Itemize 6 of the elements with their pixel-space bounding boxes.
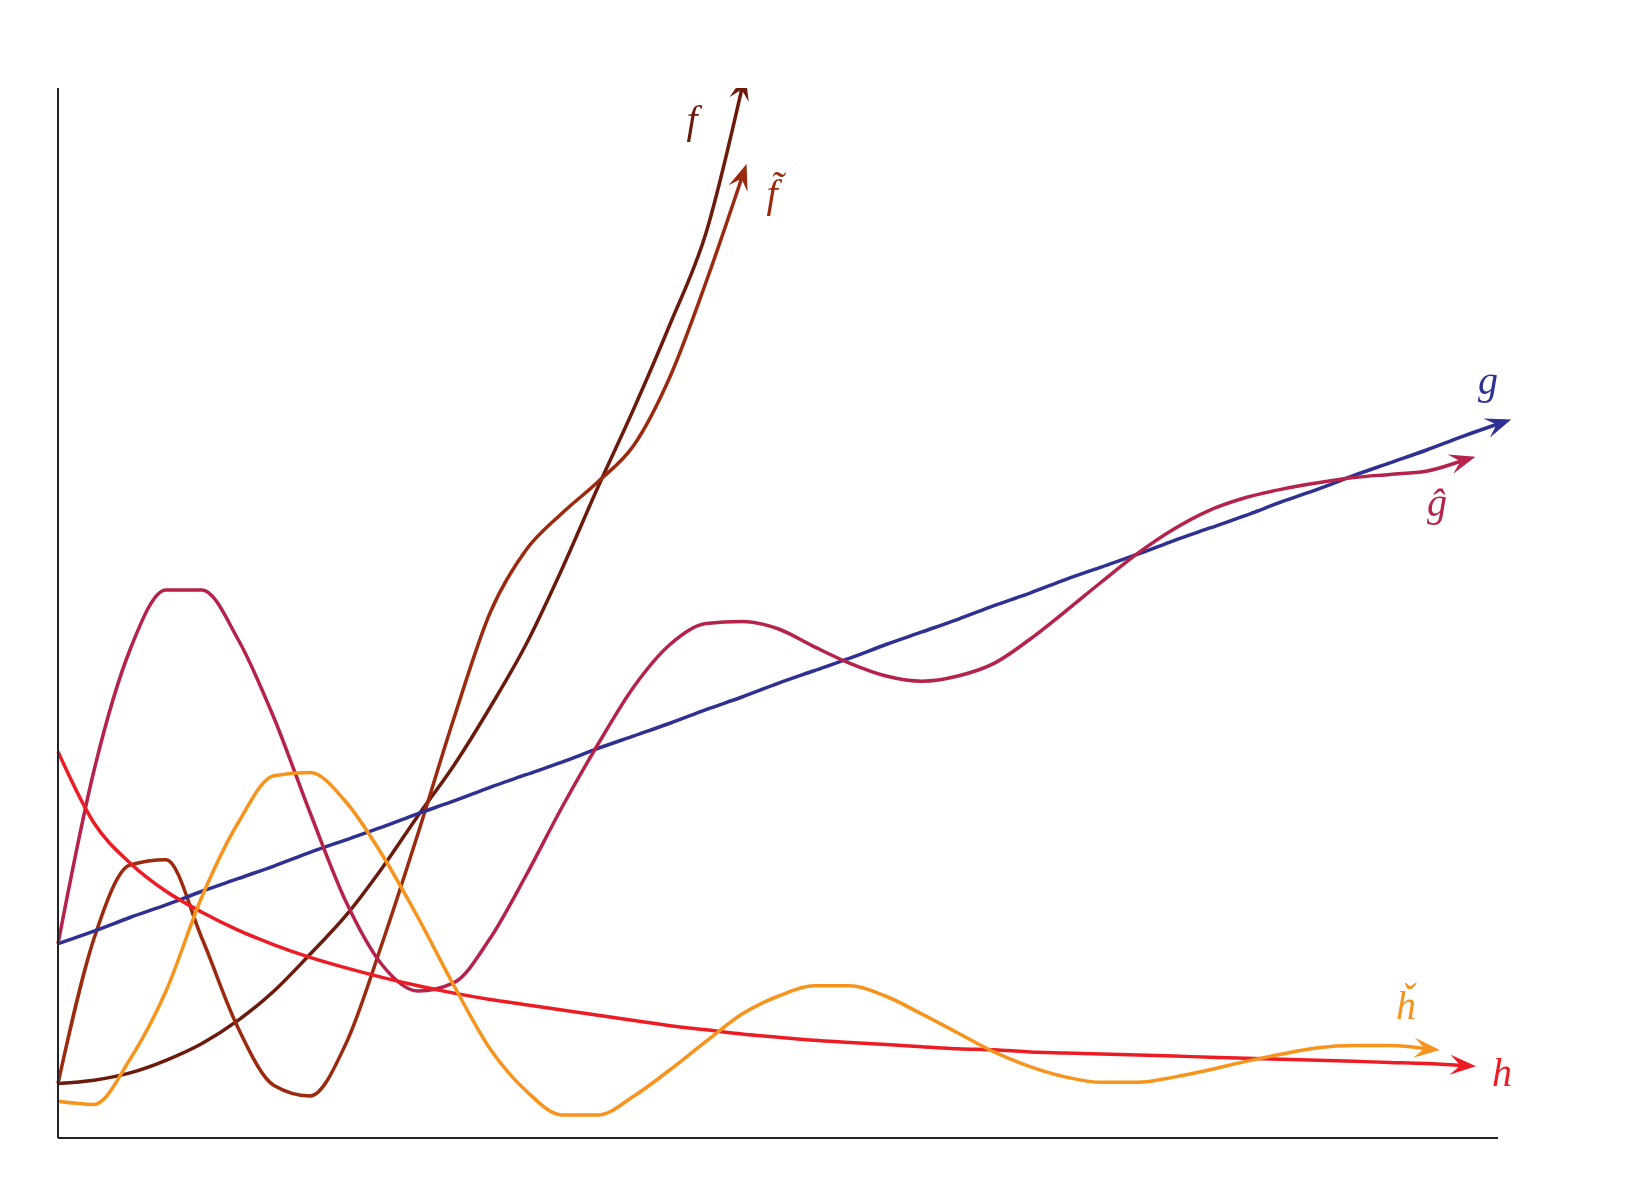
- series-label: g: [1478, 358, 1498, 403]
- series-label: h: [1492, 1049, 1512, 1095]
- series-label: f̃: [766, 171, 787, 217]
- series-label: f: [686, 97, 703, 142]
- series-label: ĝ: [1427, 479, 1447, 525]
- series-label: ȟ: [1396, 982, 1417, 1028]
